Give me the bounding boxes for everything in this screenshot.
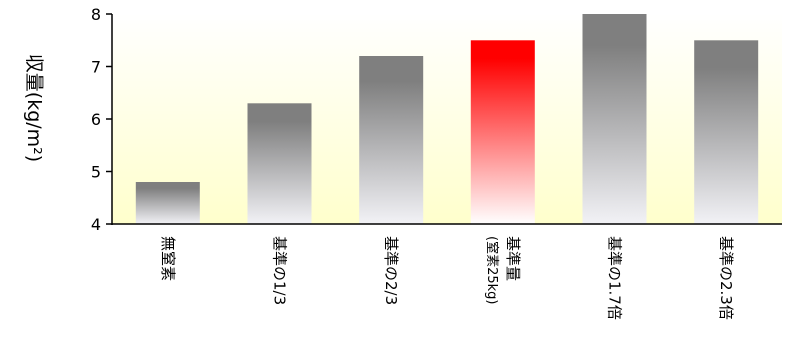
y-axis-label: 収量(kg/m²) <box>23 54 45 162</box>
bar-3 <box>470 40 535 225</box>
x-tick-label-text-4: 基準の1.7倍 <box>606 236 624 320</box>
x-tick-sublabel-text-3: (窒素25kg) <box>484 236 500 304</box>
y-tick-label-1: 5 <box>91 163 101 182</box>
plot-background <box>112 14 782 224</box>
x-tick-label-2: 基準の2/3 <box>382 236 400 305</box>
x-tick-label-0: 無窒素 <box>159 236 177 281</box>
bars-group <box>135 14 759 225</box>
x-tick-label-text-1: 基準の1/3 <box>271 236 289 305</box>
y-tick-label-0: 4 <box>91 215 101 234</box>
x-tick-label-text-0: 無窒素 <box>159 236 177 281</box>
x-tick-sublabel-3: (窒素25kg) <box>484 236 500 304</box>
x-tick-label-text-3: 基準量 <box>504 236 522 281</box>
y-tick-label-3: 7 <box>91 58 101 77</box>
y-tick-label-4: 8 <box>91 5 101 24</box>
x-tick-label-4: 基準の1.7倍 <box>606 236 624 320</box>
y-tick-label-2: 6 <box>91 110 101 129</box>
bar-4 <box>582 14 647 224</box>
x-tick-label-1: 基準の1/3 <box>271 236 289 305</box>
bar-0 <box>135 182 200 224</box>
x-tick-label-text-2: 基準の2/3 <box>382 236 400 305</box>
x-tick-label-text-5: 基準の2.3倍 <box>717 236 735 320</box>
bar-2 <box>359 56 424 224</box>
bar-1 <box>247 103 312 224</box>
x-tick-label-3: 基準量 <box>504 236 522 281</box>
x-labels-group: 無窒素 基準の1/3 基準の2/3 基準量(窒素25kg) 基準の1.7倍 基準の2.3倍 <box>159 236 735 320</box>
y-ticks-group: 4 5 6 7 8 <box>91 5 112 234</box>
x-tick-label-5: 基準の2.3倍 <box>717 236 735 320</box>
bar-5 <box>694 40 759 225</box>
